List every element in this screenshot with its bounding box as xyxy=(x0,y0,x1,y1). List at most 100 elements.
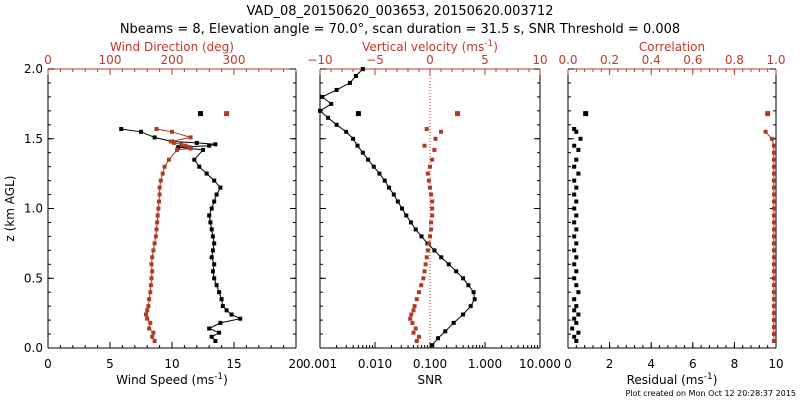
bottom-axis-label: Wind Speed (ms-1) xyxy=(116,372,228,387)
data-point xyxy=(194,140,199,145)
bottom-tick-label: 6 xyxy=(689,357,697,371)
data-point xyxy=(411,330,416,335)
data-point xyxy=(329,101,334,106)
data-point xyxy=(574,185,579,190)
data-point xyxy=(572,192,577,197)
data-point xyxy=(771,234,776,239)
data-point xyxy=(419,283,424,288)
data-point xyxy=(451,320,456,325)
top-tick-label: 1.0 xyxy=(766,53,785,67)
data-point xyxy=(419,234,424,239)
isolated-point xyxy=(355,111,361,117)
data-point xyxy=(422,143,427,148)
data-point xyxy=(371,164,376,169)
data-point xyxy=(156,206,161,211)
data-point xyxy=(432,147,437,152)
data-point xyxy=(157,185,162,190)
bottom-axis-label: SNR xyxy=(418,373,443,387)
data-point xyxy=(572,127,577,131)
top-tick-label: 0 xyxy=(44,53,52,67)
data-point xyxy=(212,276,217,281)
data-point xyxy=(574,320,579,325)
data-point xyxy=(153,234,158,239)
data-point xyxy=(771,143,776,148)
bottom-tick-label: 10 xyxy=(768,357,783,371)
top-tick-label: 100 xyxy=(99,53,122,67)
data-point xyxy=(217,290,222,295)
data-point xyxy=(347,80,352,85)
bottom-tick-label: 15 xyxy=(226,357,241,371)
top-tick-label: −10 xyxy=(307,53,332,67)
data-point xyxy=(179,142,184,147)
top-tick-label: 0 xyxy=(426,53,434,67)
data-point xyxy=(576,147,581,152)
data-point xyxy=(574,283,579,288)
data-point xyxy=(212,241,217,246)
data-point xyxy=(771,276,776,281)
data-point xyxy=(771,332,776,337)
data-point xyxy=(574,129,579,134)
panel-wind: 0 5 10 15 20 Wind Speed (ms-1) 0 100 200 300Wind … xyxy=(3,40,304,387)
data-point xyxy=(213,142,218,147)
data-point xyxy=(417,290,421,295)
data-point xyxy=(149,276,154,281)
isolated-point xyxy=(765,111,771,117)
data-point xyxy=(154,227,159,232)
data-point xyxy=(771,206,776,211)
data-point xyxy=(574,227,579,232)
data-point xyxy=(572,276,577,281)
bottom-tick-label: 0 xyxy=(44,357,52,371)
isolated-point xyxy=(455,111,460,117)
data-point xyxy=(353,74,358,78)
y-tick-label: 1.0 xyxy=(24,202,43,216)
panel-correlation: 0 2 4 6 8 10 Residual (ms-1) 0.0 0.2 0.4 0.6 0.8 1.0… xyxy=(558,40,785,387)
data-point xyxy=(572,248,577,253)
data-point xyxy=(355,143,360,148)
data-point xyxy=(466,283,471,288)
data-point xyxy=(218,320,223,325)
data-point xyxy=(771,227,776,232)
data-point xyxy=(472,297,477,302)
bottom-tick-label: 0 xyxy=(564,357,572,371)
data-point xyxy=(212,262,217,267)
data-point xyxy=(151,248,156,253)
data-point xyxy=(387,185,391,190)
data-point xyxy=(412,304,417,309)
bottom-tick-label: 0.100 xyxy=(413,357,447,371)
data-point xyxy=(318,108,322,113)
data-point xyxy=(410,320,415,325)
data-point xyxy=(461,276,466,281)
data-point xyxy=(572,220,577,225)
data-point xyxy=(430,206,435,211)
data-point xyxy=(771,157,776,162)
data-point xyxy=(574,255,579,260)
data-point xyxy=(771,297,776,302)
data-point xyxy=(150,269,155,274)
data-point xyxy=(209,227,214,232)
data-point xyxy=(210,234,215,239)
data-point xyxy=(151,330,156,335)
data-point xyxy=(145,308,150,313)
data-point xyxy=(154,127,159,131)
data-point xyxy=(771,325,776,330)
data-point xyxy=(145,316,150,321)
bottom-tick-label: 2 xyxy=(606,357,614,371)
data-point xyxy=(771,255,776,260)
data-point xyxy=(152,135,157,140)
data-point xyxy=(430,157,435,162)
data-point xyxy=(192,157,197,162)
data-point xyxy=(771,269,776,274)
data-point xyxy=(220,304,225,309)
data-point xyxy=(771,178,776,183)
data-point xyxy=(572,334,577,339)
data-point xyxy=(771,171,776,176)
data-point xyxy=(771,318,776,323)
data-point xyxy=(207,213,212,218)
data-point xyxy=(439,129,443,134)
data-point xyxy=(771,150,776,155)
isolated-point xyxy=(583,111,589,117)
data-point xyxy=(413,227,418,232)
data-point xyxy=(344,129,349,134)
data-point xyxy=(576,171,581,176)
